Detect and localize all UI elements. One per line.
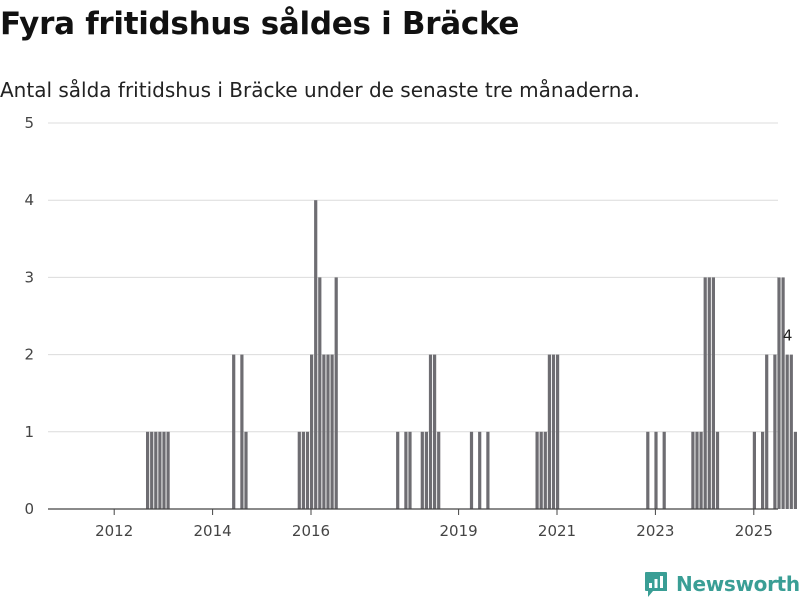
bar xyxy=(789,354,793,509)
bar xyxy=(486,431,490,509)
bar xyxy=(478,431,482,509)
brand-name: Newsworthy xyxy=(676,572,800,596)
x-tick-label: 2023 xyxy=(636,522,674,540)
bar xyxy=(318,277,322,509)
y-tick-label: 4 xyxy=(24,191,34,209)
newsworthy-logo-icon xyxy=(645,571,667,597)
bar xyxy=(543,431,547,509)
bar xyxy=(244,431,248,509)
bar xyxy=(146,431,150,509)
y-tick-label: 5 xyxy=(24,114,34,132)
y-tick-label: 0 xyxy=(24,500,34,518)
bar xyxy=(301,431,305,509)
x-tick-label: 2025 xyxy=(735,522,773,540)
bar xyxy=(396,431,400,509)
brand-logo[interactable]: Newsworthy xyxy=(644,568,800,600)
bar xyxy=(793,431,797,509)
bar xyxy=(551,354,556,509)
bar xyxy=(424,431,428,509)
y-tick-label: 2 xyxy=(24,346,34,364)
x-tick-label: 2021 xyxy=(538,522,576,540)
bar xyxy=(715,431,720,509)
bar xyxy=(232,354,236,509)
bar xyxy=(699,431,703,509)
bar xyxy=(535,431,539,509)
gridlines xyxy=(48,122,778,433)
bar xyxy=(310,354,314,509)
bar xyxy=(646,431,650,509)
bar xyxy=(711,277,715,509)
bar xyxy=(691,431,695,509)
bars xyxy=(146,200,797,509)
bar xyxy=(334,277,338,509)
y-tick-label: 3 xyxy=(24,268,34,286)
axes xyxy=(48,508,778,515)
bar xyxy=(158,431,162,509)
tick-labels: 0 1 2 3 4 5 2012 2014 2016 2019 2021 2023 2025 4 xyxy=(24,114,792,540)
bar-value-label: 4 xyxy=(783,327,793,345)
chart-subtitle: Antal sålda fritidshus i Bräcke under de… xyxy=(0,78,640,102)
bar xyxy=(761,431,765,509)
bar xyxy=(420,431,424,509)
bar xyxy=(662,431,666,509)
bar xyxy=(330,354,334,509)
bar xyxy=(781,277,785,509)
x-tick-label: 2016 xyxy=(292,522,330,540)
bar xyxy=(297,431,301,509)
bar xyxy=(314,200,318,509)
bar xyxy=(785,354,789,509)
bar xyxy=(166,431,170,509)
bar xyxy=(162,431,166,509)
bar xyxy=(154,431,158,509)
bar xyxy=(469,431,474,509)
chart-title: Fyra fritidshus såldes i Bräcke xyxy=(0,6,520,42)
bar xyxy=(404,431,408,509)
bar xyxy=(150,431,154,509)
bar xyxy=(322,354,326,509)
bar xyxy=(428,354,433,509)
bar xyxy=(240,354,244,509)
bar xyxy=(326,354,330,509)
x-tick-label: 2014 xyxy=(194,522,232,540)
bar xyxy=(437,431,441,509)
bar xyxy=(707,277,711,509)
bar xyxy=(703,277,707,509)
x-tick-label: 2012 xyxy=(95,522,133,540)
bar xyxy=(305,431,310,509)
bar xyxy=(777,277,781,509)
bar xyxy=(695,431,699,509)
bar xyxy=(765,354,769,509)
bar xyxy=(539,431,543,509)
y-tick-label: 1 xyxy=(24,423,34,441)
bar xyxy=(654,431,658,509)
bar xyxy=(547,354,551,509)
bar xyxy=(752,431,756,509)
x-tick-label: 2019 xyxy=(440,522,478,540)
bar xyxy=(773,354,777,509)
bar xyxy=(556,354,560,509)
bar xyxy=(433,354,437,509)
bar xyxy=(408,431,412,509)
